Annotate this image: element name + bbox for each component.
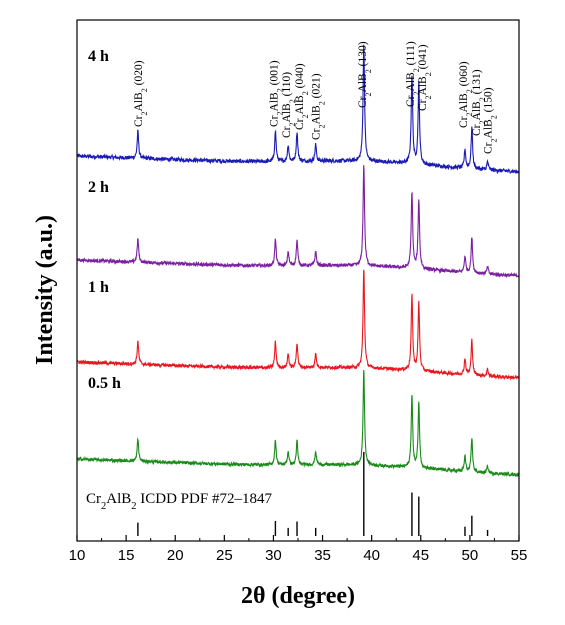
series-line-1h bbox=[76, 269, 520, 381]
peak-annotations: Cr2AlB2 (020)Cr2AlB2 (001)Cr2AlB2 (110)C… bbox=[133, 41, 498, 154]
series-label: 4 h bbox=[88, 48, 109, 65]
peak-label: Cr2AlB2 (110) bbox=[281, 72, 297, 138]
x-tick-label: 25 bbox=[216, 547, 233, 564]
peak-label: Cr2AlB2 (150) bbox=[483, 87, 499, 154]
peak-label: Cr2AlB2 (001) bbox=[268, 60, 284, 127]
x-tick-label: 35 bbox=[314, 547, 331, 564]
series-label: 0.5 h bbox=[88, 375, 121, 392]
peak-label: Cr2AlB2 (130) bbox=[357, 41, 373, 108]
plot-area: 4 h 2 h 1 h 0.5 h Cr2AlB2 ICDD PDF #72–1847 bbox=[76, 44, 520, 536]
series-label: 1 h bbox=[88, 279, 109, 296]
peak-label: Cr2AlB2 (040) bbox=[294, 63, 310, 130]
x-tick-label: 30 bbox=[265, 547, 282, 564]
x-axis-title: 2θ (degree) bbox=[241, 583, 355, 609]
peak-label: Cr2AlB2 (060) bbox=[458, 61, 474, 128]
x-tick-label: 10 bbox=[69, 547, 86, 564]
x-tick-label: 55 bbox=[511, 547, 528, 564]
reference-label: Cr2AlB2 ICDD PDF #72–1847 bbox=[86, 491, 272, 512]
x-tick-label: 50 bbox=[462, 547, 479, 564]
series-label: 2 h bbox=[88, 179, 109, 196]
x-tick-label: 40 bbox=[363, 547, 380, 564]
x-axis: 10 15 20 25 30 35 40 45 50 55 bbox=[69, 19, 528, 564]
series-line-05h bbox=[76, 370, 520, 478]
peak-label: Cr2AlB2 (131) bbox=[471, 69, 487, 136]
x-tick-label: 15 bbox=[118, 547, 135, 564]
y-axis-title: Intensity (a.u.) bbox=[32, 215, 58, 365]
peak-label: Cr2AlB2 (111) bbox=[405, 41, 421, 107]
series-line-2h bbox=[76, 165, 520, 279]
x-tick-label: 45 bbox=[412, 547, 429, 564]
peak-label: Cr2AlB2 (021) bbox=[311, 73, 327, 140]
peak-label: Cr2AlB2 (041) bbox=[417, 44, 433, 111]
x-tick-label: 20 bbox=[167, 547, 184, 564]
series-line-4h bbox=[76, 44, 520, 175]
peak-label: Cr2AlB2 (020) bbox=[133, 60, 149, 127]
